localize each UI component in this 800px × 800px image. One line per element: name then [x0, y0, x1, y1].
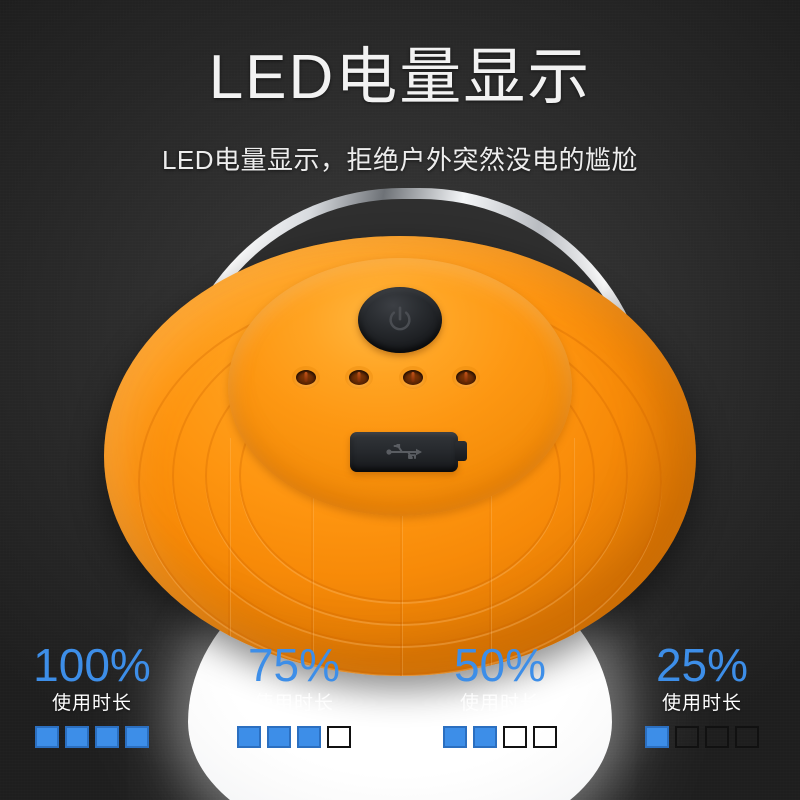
- battery-percent: 75%: [247, 639, 341, 691]
- battery-level-50: 50% 使用时长: [420, 640, 580, 748]
- battery-duration-label: 使用时长: [253, 693, 334, 714]
- battery-bar: [503, 726, 527, 748]
- battery-level-100: 100% 使用时长: [12, 640, 172, 748]
- battery-bar: [65, 726, 89, 748]
- battery-bar-group: [214, 726, 374, 748]
- battery-level-75: 75% 使用时长: [214, 640, 374, 748]
- battery-duration-label: 使用时长: [661, 693, 742, 714]
- battery-bar: [35, 726, 59, 748]
- battery-bar: [705, 726, 729, 748]
- battery-bar: [443, 726, 467, 748]
- led-indicator-row: [296, 366, 476, 388]
- battery-bar: [735, 726, 759, 748]
- battery-duration-label: 使用时长: [51, 693, 132, 714]
- battery-bar: [533, 726, 557, 748]
- battery-bar: [327, 726, 351, 748]
- usb-icon: [386, 444, 422, 459]
- page-title: LED电量显示: [208, 43, 592, 112]
- page-subtitle: LED电量显示，拒绝户外突然没电的尴尬: [161, 145, 639, 175]
- led-indicator-icon: [402, 369, 423, 385]
- battery-bar-group: [622, 726, 782, 748]
- battery-bar: [237, 726, 261, 748]
- usb-port[interactable]: [350, 432, 467, 472]
- led-indicator-icon: [455, 369, 476, 385]
- battery-percent: 100%: [33, 639, 151, 691]
- battery-percent: 25%: [655, 639, 749, 691]
- led-indicator-icon: [296, 369, 316, 385]
- battery-bar: [675, 726, 699, 748]
- power-icon: [389, 306, 411, 331]
- battery-bar-group: [420, 726, 580, 748]
- battery-bar: [267, 726, 291, 748]
- battery-bar: [645, 726, 669, 748]
- battery-bar: [473, 726, 497, 748]
- battery-duration-label: 使用时长: [459, 693, 540, 714]
- battery-percent: 50%: [453, 639, 547, 691]
- led-indicator-icon: [349, 369, 370, 385]
- battery-bar: [297, 726, 321, 748]
- battery-bar-group: [12, 726, 172, 748]
- battery-level-25: 25% 使用时长: [622, 640, 782, 748]
- power-button[interactable]: [358, 287, 442, 353]
- battery-bar: [125, 726, 149, 748]
- battery-bar: [95, 726, 119, 748]
